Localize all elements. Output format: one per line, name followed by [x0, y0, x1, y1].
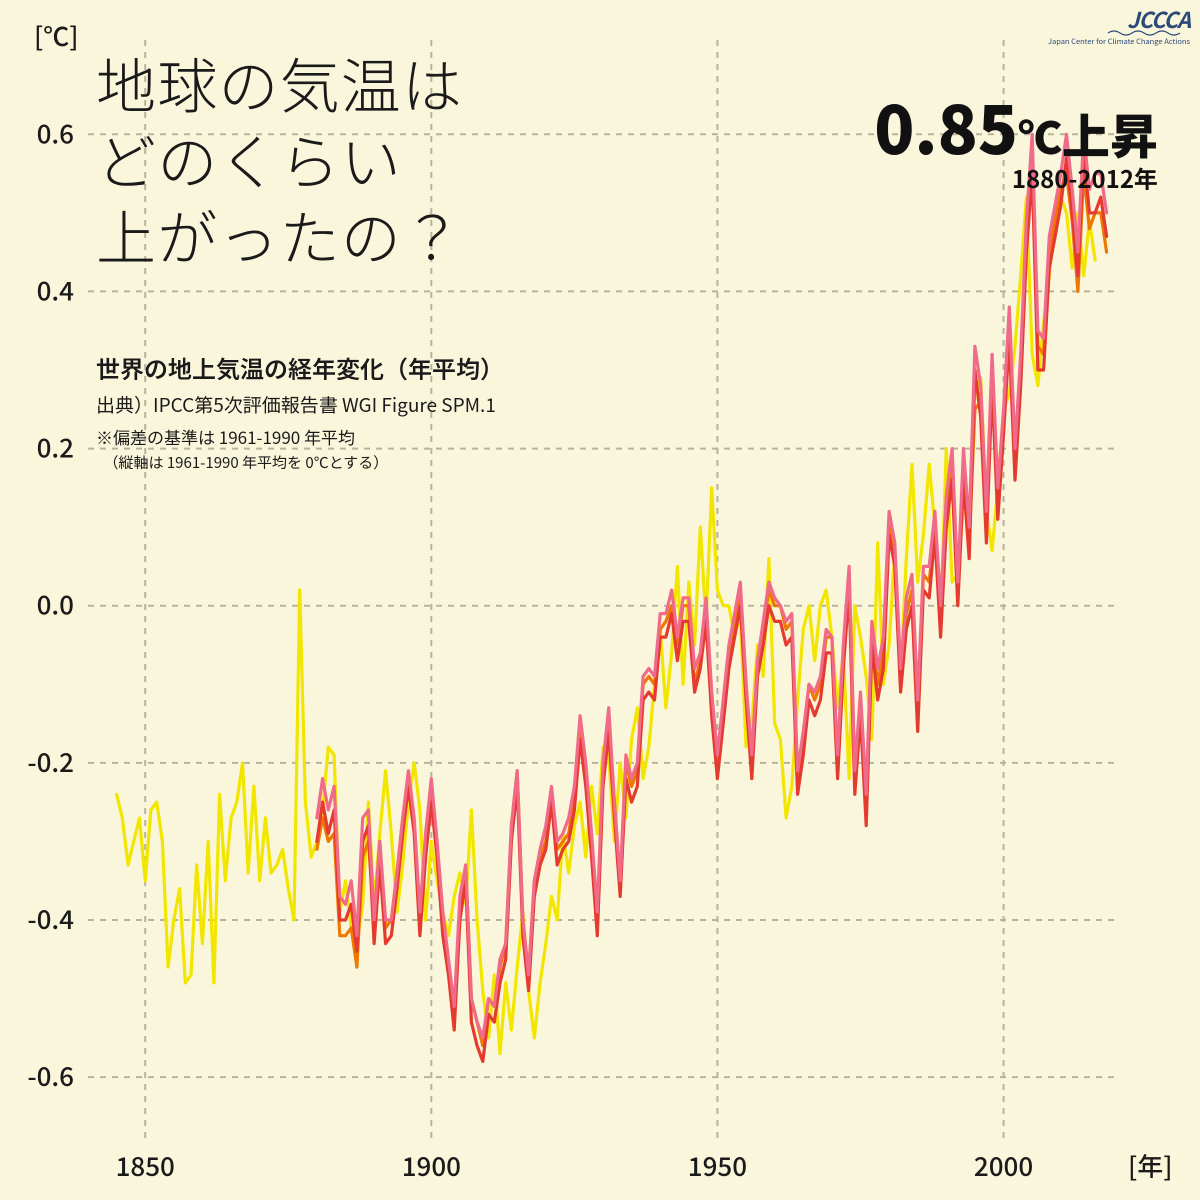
ytick-label: 0.0 [37, 586, 74, 623]
xtick-label: 1950 [688, 1147, 747, 1184]
subtitle-line4: （縦軸は 1961-1990 年平均を 0℃とする） [96, 452, 388, 473]
subtitle-line3: ※偏差の基準は 1961-1990 年平均 [96, 424, 355, 449]
chart-stage: -0.6 -0.4 -0.2 0.0 0.2 0.4 0.6 1850 1900 1950 2000… [0, 0, 1200, 1200]
xtick-label: 1850 [116, 1147, 175, 1184]
ytick-label: 0.4 [37, 271, 75, 308]
y-unit-label: [℃] [34, 17, 79, 54]
ytick-label: 0.2 [37, 429, 74, 466]
logo-subtext: Japan Center for Climate Change Actions [1048, 36, 1191, 47]
ytick-label: -0.6 [27, 1057, 74, 1094]
logo-text: JCCCA [1127, 3, 1192, 35]
xtick-label: 1900 [402, 1147, 461, 1184]
subtitle-line1: 世界の地上気温の経年変化（年平均） [96, 350, 504, 385]
subtitle-line2: 出典）IPCC第5次評価報告書 WGI Figure SPM.1 [96, 391, 496, 418]
ytick-label: -0.2 [27, 743, 74, 780]
callout-period: 1880-2012年 [1012, 160, 1158, 195]
ytick-label: 0.6 [37, 114, 74, 151]
x-unit-label: [年] [1128, 1147, 1173, 1184]
chart-svg: -0.6 -0.4 -0.2 0.0 0.2 0.4 0.6 1850 1900 1950 2000… [0, 0, 1200, 1200]
title-line: 地球の気温は [96, 39, 463, 126]
xtick-label: 2000 [974, 1147, 1033, 1184]
title-line: 上がったの？ [96, 191, 463, 278]
ytick-label: -0.4 [27, 900, 74, 937]
title-line: どのくらい [96, 115, 402, 202]
